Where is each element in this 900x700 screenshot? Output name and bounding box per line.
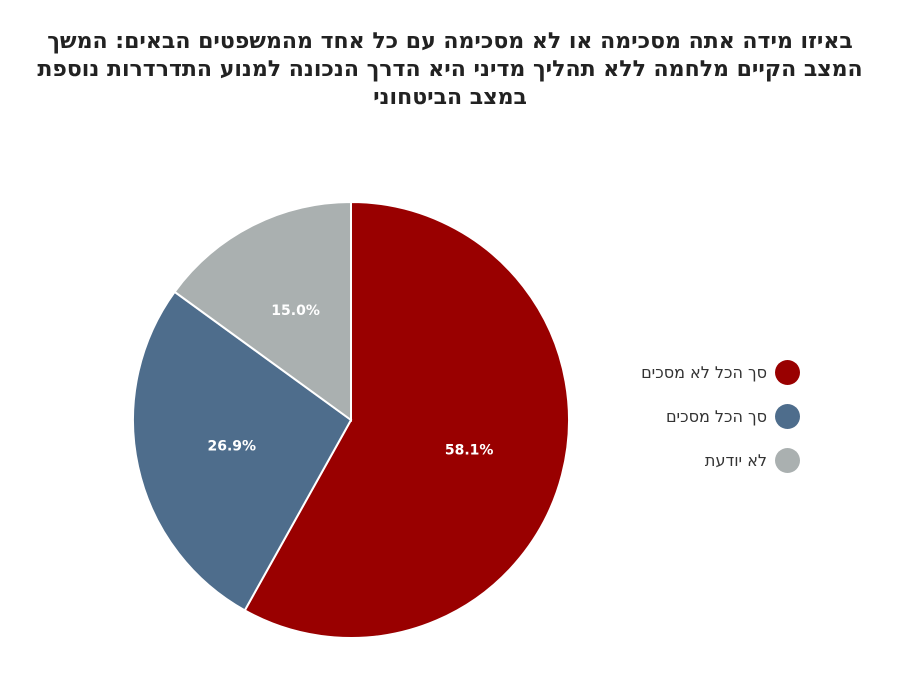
legend: סך הכל לא מסכים סך הכל מסכים לא יודעת: [600, 360, 800, 492]
legend-label: לא יודעת: [704, 451, 767, 470]
legend-swatch: [775, 448, 800, 473]
pie-slice-disagree: [243, 200, 570, 639]
legend-item-disagree: סך הכל לא מסכים: [600, 360, 800, 385]
legend-swatch: [775, 360, 800, 385]
legend-label: סך הכל מסכים: [665, 407, 767, 426]
legend-swatch: [775, 404, 800, 429]
legend-item-dont-know: לא יודעת: [600, 448, 800, 473]
pie-slice-agree: [132, 290, 353, 612]
slice-label-dont-know: 15.0%: [271, 303, 320, 319]
slice-label-agree: 26.9%: [207, 438, 256, 454]
pie-slice-dont-know: [173, 200, 352, 422]
slice-label-disagree: 58.1%: [445, 443, 494, 459]
chart-title: באיזו מידה אתה מסכימה או לא מסכימה עם כל…: [37, 29, 863, 110]
legend-label: סך הכל לא מסכים: [641, 363, 767, 382]
legend-item-agree: סך הכל מסכים: [600, 404, 800, 429]
